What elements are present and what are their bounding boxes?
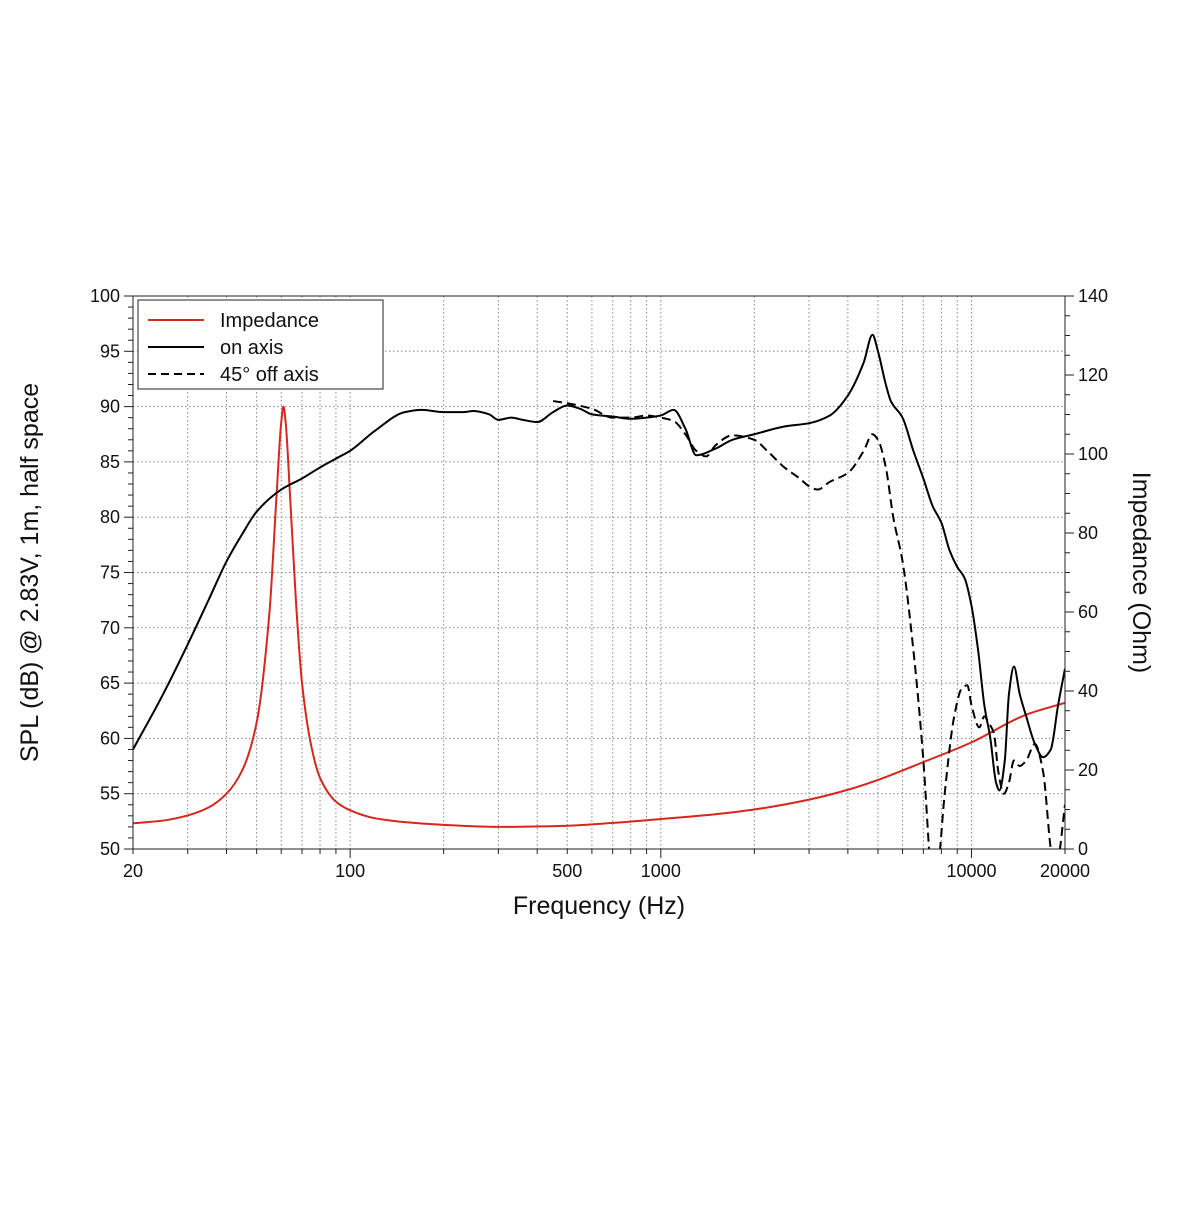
- left-y-tick-label: 85: [100, 452, 120, 472]
- left-y-tick-label: 70: [100, 618, 120, 638]
- legend-label-impedance: Impedance: [220, 310, 319, 332]
- right-y-tick-label: 120: [1078, 365, 1108, 385]
- legend-label-off-axis: 45° off axis: [220, 364, 319, 386]
- series-impedance-line: [133, 405, 1065, 828]
- right-y-tick-label: 60: [1078, 602, 1098, 622]
- left-y-tick-label: 75: [100, 563, 120, 583]
- right-y-tick-label: 20: [1078, 760, 1098, 780]
- x-tick-label: 1000: [641, 861, 681, 881]
- left-y-tick-label: 60: [100, 728, 120, 748]
- right-y-tick-label: 140: [1078, 286, 1108, 306]
- plot-area: [133, 333, 1065, 849]
- x-axis-title: Frequency (Hz): [513, 892, 685, 920]
- legend: Impedance on axis 45° off axis: [137, 299, 384, 390]
- left-y-tick-label: 100: [90, 286, 120, 306]
- left-y-tick-label: 50: [100, 839, 120, 859]
- x-tick-label: 100: [335, 861, 365, 881]
- x-tick-label: 20: [123, 861, 143, 881]
- x-tick-label: 10000: [946, 861, 996, 881]
- right-y-axis-title: Impedance (Ohm): [1127, 472, 1155, 673]
- right-y-tick-label: 0: [1078, 839, 1088, 859]
- left-y-axis-title: SPL (dB) @ 2.83V, 1m, half space: [16, 383, 44, 762]
- x-tick-label: 500: [552, 861, 582, 881]
- legend-label-on-axis: on axis: [220, 337, 283, 359]
- x-tick-label: 20000: [1040, 861, 1090, 881]
- left-y-tick-label: 90: [100, 397, 120, 417]
- left-y-tick-label: 95: [100, 341, 120, 361]
- right-y-tick-label: 100: [1078, 444, 1108, 464]
- right-y-tick-label: 40: [1078, 681, 1098, 701]
- series-off-axis-line: [552, 400, 1065, 849]
- left-y-tick-label: 55: [100, 784, 120, 804]
- left-y-tick-label: 80: [100, 507, 120, 527]
- right-y-tick-label: 80: [1078, 523, 1098, 543]
- axes: 5055606570758085909510002040608010012014…: [90, 286, 1108, 881]
- series-on-axis-line: [133, 333, 1065, 792]
- left-y-tick-label: 65: [100, 673, 120, 693]
